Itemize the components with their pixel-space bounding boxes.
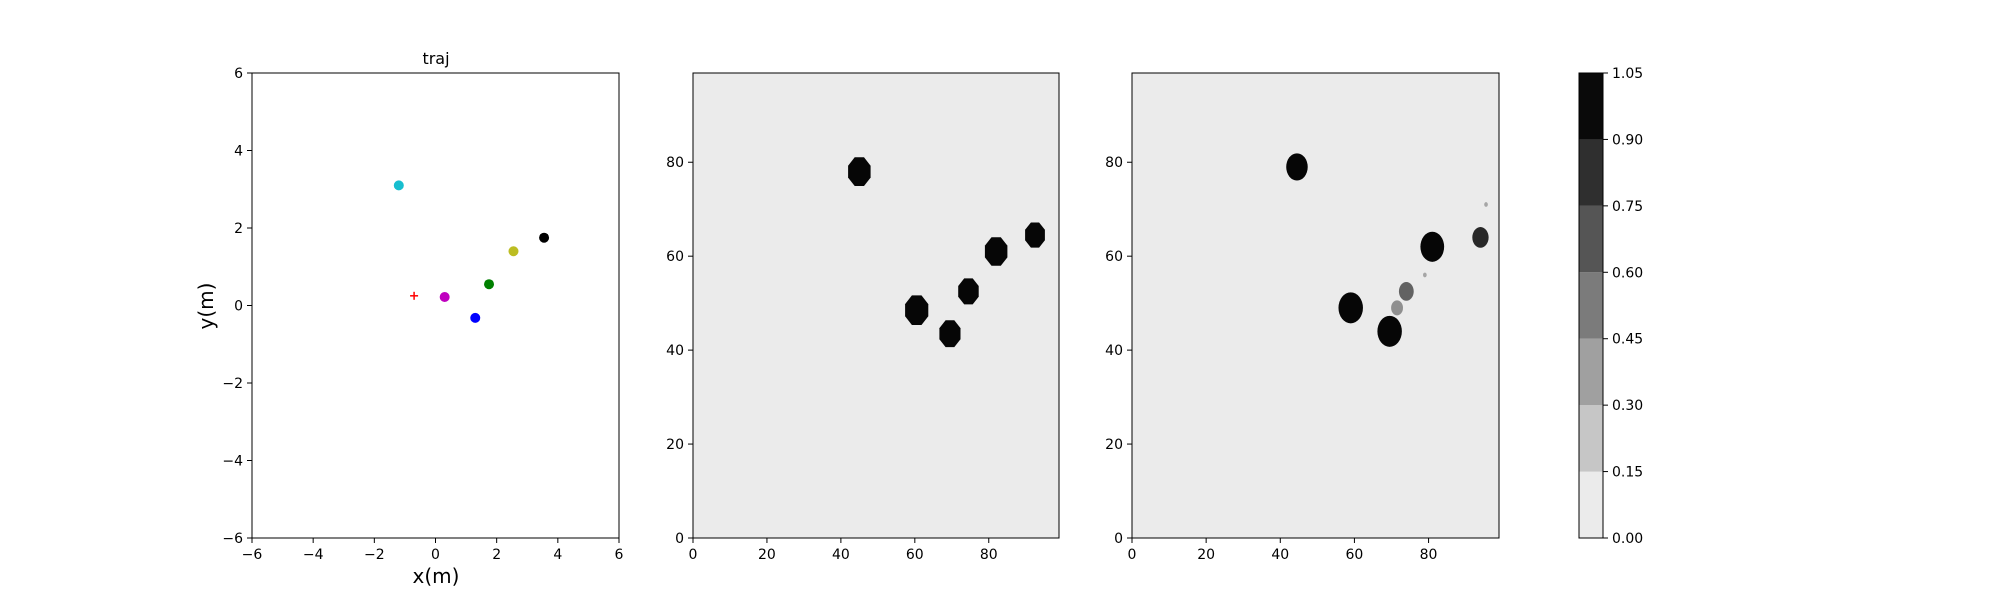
occupancy-map-2-y-tick-label: 80 xyxy=(1105,155,1123,171)
occupancy-map-1-x-tick-label: 60 xyxy=(906,547,924,563)
occupancy-map-1-obstacle-2 xyxy=(939,320,961,348)
trajectory-plot-title: traj xyxy=(422,49,449,68)
occupancy-map-1-obstacle-1 xyxy=(905,295,929,325)
occupancy-map-2-y-tick-label: 40 xyxy=(1105,343,1123,359)
occupancy-map-1-frame xyxy=(692,72,1060,539)
trajectory-y-tick-label: −2 xyxy=(222,376,243,392)
occupancy-map-2-x-tick-label: 20 xyxy=(1197,547,1215,563)
occupancy-map-2-obstacle-2 xyxy=(1377,315,1402,347)
occupancy-map-2-x-tick-label: 60 xyxy=(1346,547,1364,563)
colorbar-tick-label: 0.15 xyxy=(1612,465,1643,481)
trajectory-y-tick-label: 6 xyxy=(234,66,243,82)
trajectory-x-tick-label: 6 xyxy=(615,547,624,563)
occupancy-map-2-x-tick-label: 80 xyxy=(1420,547,1438,563)
trajectory-point-0 xyxy=(393,180,404,191)
trajectory-point-1 xyxy=(539,232,550,243)
trajectory-y-tick-label: −6 xyxy=(222,531,243,547)
trajectory-y-axis-label: y(m) xyxy=(194,283,218,330)
trajectory-plot: traj x(m) y(m) −6 −4 −2 0 2 4 6 −6 −4 −2 0 2 4 6 xyxy=(194,49,624,588)
trajectory-y-tick-label: 2 xyxy=(234,221,243,237)
trajectory-y-tick-label: 0 xyxy=(234,299,243,315)
colorbar-tick-label: 0.45 xyxy=(1612,332,1643,348)
occupancy-map-1-x-tick-label: 80 xyxy=(980,547,998,563)
colorbar-band-6 xyxy=(1579,73,1603,140)
colorbar-band-3 xyxy=(1579,272,1603,339)
occupancy-map-2-x-tick-label: 40 xyxy=(1271,547,1289,563)
occupancy-map-1-x-tick-label: 40 xyxy=(832,547,850,563)
colorbar-tick-label: 1.05 xyxy=(1612,66,1643,82)
colorbar-band-5 xyxy=(1579,139,1603,206)
occupancy-map-2-obstacle-8 xyxy=(1484,202,1488,207)
trajectory-point-4 xyxy=(439,291,450,302)
colorbar-band-4 xyxy=(1579,205,1603,273)
occupancy-map-2-obstacle-0 xyxy=(1286,153,1308,181)
occupancy-map-2-obstacle-4 xyxy=(1472,227,1489,248)
trajectory-x-tick-label: 0 xyxy=(431,547,440,563)
trajectory-x-tick-label: −6 xyxy=(242,547,263,563)
trajectory-plot-frame xyxy=(251,72,620,539)
occupancy-map-1-x-tick-label: 0 xyxy=(689,547,698,563)
occupancy-map-2-frame xyxy=(1131,72,1500,539)
colorbar-band-1 xyxy=(1579,405,1603,472)
occupancy-map-1-y-tick-label: 0 xyxy=(675,531,684,547)
trajectory-y-tick-label: 4 xyxy=(234,144,243,160)
colorbar-tick-label: 0.00 xyxy=(1612,531,1643,547)
trajectory-x-tick-label: −4 xyxy=(303,547,324,563)
trajectory-point-3 xyxy=(484,279,495,290)
occupancy-map-1-x-tick-label: 20 xyxy=(758,547,776,563)
colorbar-tick-label: 0.75 xyxy=(1612,199,1643,215)
occupancy-map-2-x-tick-label: 0 xyxy=(1128,547,1137,563)
trajectory-point-2 xyxy=(508,246,519,257)
occupancy-map-2-obstacle-6 xyxy=(1391,300,1403,316)
trajectory-x-axis-label: x(m) xyxy=(413,564,460,588)
occupancy-map-2-obstacle-7 xyxy=(1423,272,1427,278)
trajectory-x-tick-label: −2 xyxy=(364,547,385,563)
occupancy-map-1-y-tick-label: 80 xyxy=(666,155,684,171)
occupancy-map-1-obstacle-0 xyxy=(848,157,871,186)
trajectory-x-tick-label: 2 xyxy=(492,547,501,563)
occupancy-map-1-y-tick-label: 20 xyxy=(666,437,684,453)
occupancy-map-2: 0 20 40 60 80 0 20 40 60 80 xyxy=(1105,72,1500,563)
occupancy-map-2-y-tick-label: 0 xyxy=(1114,531,1123,547)
occupancy-map-1-y-tick-label: 40 xyxy=(666,343,684,359)
robot-position-marker xyxy=(410,291,419,300)
colorbar-tick-label: 0.30 xyxy=(1612,398,1643,414)
colorbar-band-2 xyxy=(1579,338,1603,406)
occupancy-map-2-obstacle-5 xyxy=(1398,282,1414,301)
colorbar-tick-label: 0.60 xyxy=(1612,265,1643,281)
occupancy-map-2-y-tick-label: 20 xyxy=(1105,437,1123,453)
colorbar-frame xyxy=(1578,72,1604,539)
trajectory-y-tick-label: −4 xyxy=(222,454,243,470)
colorbar-band-0 xyxy=(1579,471,1603,538)
occupancy-map-2-obstacle-3 xyxy=(1420,231,1445,262)
trajectory-point-5 xyxy=(470,312,481,323)
occupancy-map-2-obstacle-1 xyxy=(1338,292,1363,324)
occupancy-map-1-background xyxy=(693,73,1059,538)
occupancy-map-1-obstacle-3 xyxy=(958,278,979,305)
occupancy-map-1-obstacle-5 xyxy=(1025,222,1045,248)
trajectory-x-tick-label: 4 xyxy=(553,547,562,563)
occupancy-map-1-y-tick-label: 60 xyxy=(666,249,684,265)
colorbar-tick-label: 0.90 xyxy=(1612,132,1643,148)
occupancy-map-2-background xyxy=(1132,73,1499,538)
occupancy-map-1: 0 20 40 60 80 0 20 40 60 80 xyxy=(666,72,1060,563)
colorbar: 0.00 0.15 0.30 0.45 0.60 0.75 0.90 1.05 xyxy=(1578,66,1643,547)
occupancy-map-1-obstacle-4 xyxy=(984,237,1008,266)
occupancy-map-2-y-tick-label: 60 xyxy=(1105,249,1123,265)
